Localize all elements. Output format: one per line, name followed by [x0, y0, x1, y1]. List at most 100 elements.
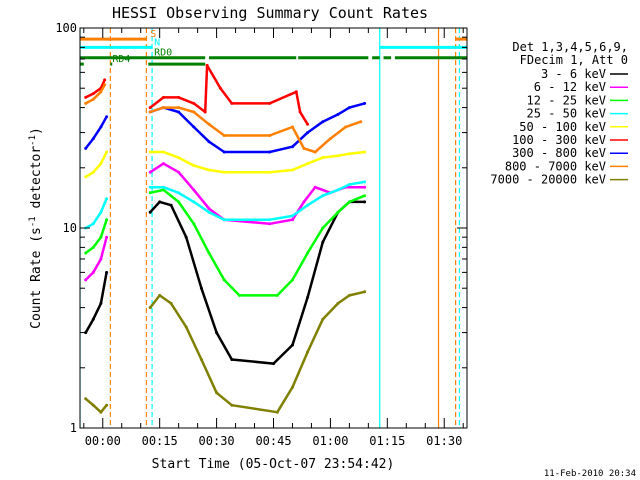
legend-label-2: 12 - 25 keV: [527, 93, 606, 107]
series-6-point-1-6: [268, 150, 272, 154]
series-7-point-1-12: [359, 120, 363, 124]
series-6-point-1-9: [321, 120, 325, 124]
series-6-point-0-3: [105, 115, 109, 119]
series-3-segment-1: [150, 180, 365, 221]
series-3-point-1-4: [207, 210, 211, 214]
series-6-point-1-11: [347, 106, 351, 110]
series-6-point-0-2: [99, 125, 103, 129]
flag-label-n: N: [154, 37, 160, 48]
series-0-point-1-2: [169, 203, 173, 207]
series-6-point-1-8: [306, 131, 310, 135]
flag-label-rd4: RD4: [112, 54, 130, 65]
series-1-point-1-1: [162, 162, 165, 166]
series-1-point-1-0: [148, 170, 152, 174]
series-6-point-0-1: [91, 137, 95, 141]
series-5-point-1-7: [230, 101, 234, 105]
series-4-point-1-10: [336, 154, 340, 158]
series-2-point-1-6: [237, 293, 241, 297]
series-lines: [84, 63, 367, 414]
legend-label-8: 7000 - 20000 keV: [490, 173, 606, 187]
legend-label-0: 3 - 6 keV: [541, 67, 606, 81]
series-7-point-0-0: [84, 101, 88, 105]
series-4-point-0-0: [84, 175, 88, 179]
series-7-point-1-0: [148, 110, 152, 114]
series-0-point-1-9: [306, 295, 310, 299]
series-8-point-0-2: [99, 410, 103, 414]
series-8-point-1-2: [169, 301, 173, 305]
series-8-point-1-7: [275, 410, 279, 414]
series-2-point-0-0: [84, 251, 88, 255]
series-3-point-1-1: [162, 185, 165, 189]
series-8-point-1-4: [199, 358, 203, 361]
y-label-sup-2: -1: [28, 135, 38, 146]
y-label-part-1: Count Rate (s: [29, 227, 44, 329]
series-0-point-1-10: [321, 240, 325, 244]
series-2-point-1-11: [336, 210, 340, 214]
series-6-segment-0: [84, 116, 108, 150]
series-7-point-1-7: [291, 125, 294, 129]
series-7-point-1-6: [268, 134, 272, 137]
series-2-point-1-8: [291, 278, 294, 282]
series-0-segment-1: [149, 200, 365, 365]
legend-label-1: 6 - 12 keV: [534, 80, 606, 94]
series-3-segment-0: [85, 198, 108, 230]
series-6-point-1-12: [363, 101, 367, 105]
series-7-point-1-3: [192, 110, 196, 114]
flag-label-rd0: RD0: [154, 48, 172, 59]
flag-label-s: S: [150, 29, 156, 40]
legend-label-3: 25 - 50 keV: [527, 107, 606, 121]
series-5-segment-0: [85, 79, 106, 99]
series-3-point-1-0: [148, 185, 152, 189]
series-7-point-1-9: [313, 150, 317, 154]
series-4-point-1-3: [192, 164, 196, 168]
series-2-point-0-1: [91, 245, 95, 249]
x-tick-label-60: 01:00: [312, 434, 348, 448]
y-tick-label-100: 100: [55, 21, 77, 35]
series-2-point-1-1: [162, 188, 165, 192]
x-tick-label-75: 01:15: [369, 434, 405, 448]
series-0-point-1-8: [291, 343, 294, 347]
series-8-point-1-10: [321, 317, 325, 321]
series-4-segment-1: [150, 150, 365, 174]
series-6-point-1-3: [192, 125, 196, 129]
series-0-point-1-13: [363, 200, 367, 204]
series-5-point-0-1: [91, 92, 95, 96]
series-5-point-0-0: [84, 95, 88, 99]
series-5-point-0-3: [103, 78, 107, 82]
series-2-segment-1: [149, 188, 366, 297]
series-2-point-1-9: [306, 251, 310, 255]
series-0-segment-0: [84, 272, 108, 334]
series-1-point-1-2: [177, 170, 181, 174]
series-6-point-1-2: [177, 110, 181, 114]
series-8-point-0-1: [91, 403, 95, 407]
y-axis-label: Count Rate (s-1 detector-1): [28, 127, 44, 329]
series-3-point-1-2: [177, 191, 181, 195]
series-2-point-1-7: [275, 293, 279, 297]
series-3-point-0-1: [91, 222, 95, 226]
series-8-point-1-12: [347, 293, 351, 297]
series-4-point-1-0: [148, 150, 152, 154]
series-0-point-1-0: [148, 210, 152, 214]
series-5-point-1-0: [148, 106, 152, 110]
series-5-point-1-1: [162, 95, 165, 99]
legend-header-line-1: Det 1,3,4,5,6,9,: [512, 40, 628, 54]
series-5-point-1-8: [268, 101, 272, 105]
series-5-point-1-11: [306, 122, 310, 126]
series-5-point-1-2: [177, 95, 181, 99]
series-8-point-1-9: [306, 350, 310, 354]
series-7-point-1-4: [207, 122, 211, 126]
legend-header-line-2: FDecim 1, Att 0: [520, 53, 628, 67]
series-1-point-1-8: [302, 200, 306, 204]
legend-label-5: 100 - 300 keV: [512, 133, 606, 147]
y-label-sup-1: -1: [28, 216, 38, 227]
flag-bars: [80, 37, 467, 66]
series-6-segment-1: [149, 102, 365, 154]
series-4-point-1-1: [162, 150, 165, 154]
series-0-point-1-6: [230, 358, 234, 361]
series-7-segment-0: [85, 84, 106, 105]
series-0-point-1-1: [158, 200, 162, 204]
series-3-point-0-3: [105, 197, 109, 201]
series-8-segment-1: [149, 290, 365, 414]
series-5-point-1-6: [218, 86, 222, 90]
series-3-point-1-3: [192, 200, 196, 204]
